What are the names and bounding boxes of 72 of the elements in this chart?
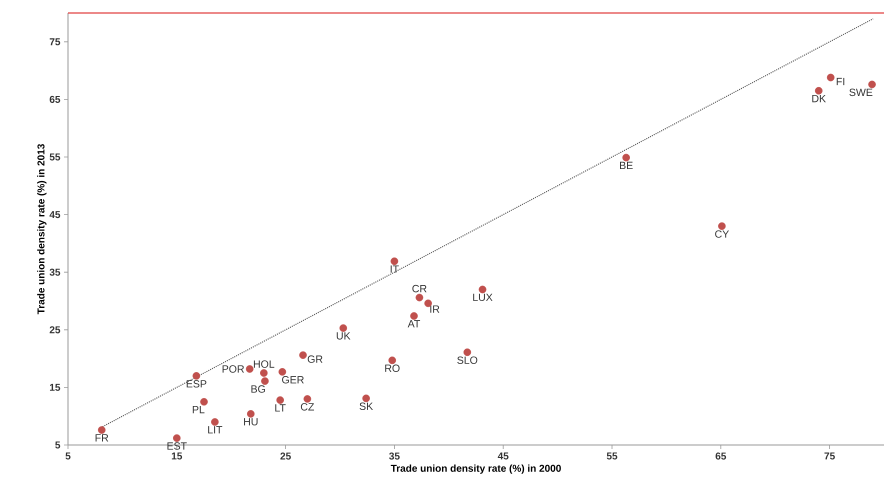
point <box>200 398 208 406</box>
point <box>868 80 876 88</box>
annotation: EST <box>167 442 187 450</box>
y-axis-title: Trade union density rate (%) in 2013 <box>37 144 46 314</box>
annotation: HU <box>244 418 258 426</box>
point <box>814 86 823 95</box>
point <box>388 356 396 364</box>
y-tick-label: 65 <box>50 96 60 103</box>
annotation: HOL <box>254 360 274 368</box>
annotation: IR <box>430 306 440 313</box>
x-tick-label: 25 <box>280 452 291 460</box>
annotation: DK <box>812 94 826 102</box>
point <box>299 351 307 359</box>
point <box>362 394 370 402</box>
annotation: BE <box>620 162 633 170</box>
x-tick-label: 35 <box>389 452 400 460</box>
point <box>192 372 200 380</box>
annotation: IT <box>390 265 399 273</box>
point <box>211 418 219 426</box>
x-tick-label: 45 <box>498 452 508 460</box>
y-tick-label: 5 <box>55 442 60 448</box>
point <box>424 300 432 308</box>
annotation: GR <box>308 355 322 363</box>
point <box>304 395 312 403</box>
point <box>276 396 284 404</box>
annotation: CZ <box>300 403 314 411</box>
point <box>826 74 834 82</box>
point <box>339 324 348 332</box>
annotation: UK <box>336 332 350 340</box>
point <box>260 369 268 377</box>
annotation: FI <box>836 78 844 86</box>
point <box>390 257 398 266</box>
y-tick-label: 15 <box>50 384 60 391</box>
annotation: LT <box>275 404 286 412</box>
x-axis-title: Trade union density rate (%) in 2000 <box>390 464 561 474</box>
point <box>622 154 630 162</box>
y-tick-label: 45 <box>50 211 60 218</box>
annotation: RO <box>385 364 400 372</box>
y-tick-label: 55 <box>50 154 60 160</box>
annotation: CR <box>412 284 427 292</box>
annotation: LIT <box>208 426 222 434</box>
x-tick-label: 55 <box>606 452 618 460</box>
x-tick-label: 15 <box>172 452 182 460</box>
point <box>478 286 486 294</box>
annotation: LUX <box>473 294 493 302</box>
annotation: SLO <box>457 356 478 364</box>
annotation: ESP <box>186 380 206 388</box>
point <box>410 312 418 320</box>
annotation: GER <box>282 376 304 384</box>
annotation: FR <box>96 434 108 442</box>
point <box>416 294 424 302</box>
x-tick-label: 75 <box>824 452 835 460</box>
point <box>246 410 255 418</box>
point <box>464 348 472 356</box>
annotation: PL <box>192 406 204 414</box>
point <box>173 434 181 442</box>
annotation: SWE <box>849 88 872 96</box>
point <box>278 368 286 376</box>
point <box>98 426 106 434</box>
annotation: BG <box>251 385 265 393</box>
annotation: AT <box>408 320 420 328</box>
y-tick-label: 25 <box>50 326 60 334</box>
x-tick-label: 65 <box>716 452 726 460</box>
point <box>246 365 254 373</box>
annotation: SK <box>360 402 374 410</box>
point <box>718 222 726 230</box>
annotation: CY <box>715 230 729 238</box>
y-tick-label: 75 <box>50 38 60 46</box>
x-tick-label: 5 <box>66 452 71 460</box>
y-tick-label: 35 <box>50 268 60 276</box>
point <box>261 377 269 385</box>
annotation: POR <box>222 365 244 373</box>
